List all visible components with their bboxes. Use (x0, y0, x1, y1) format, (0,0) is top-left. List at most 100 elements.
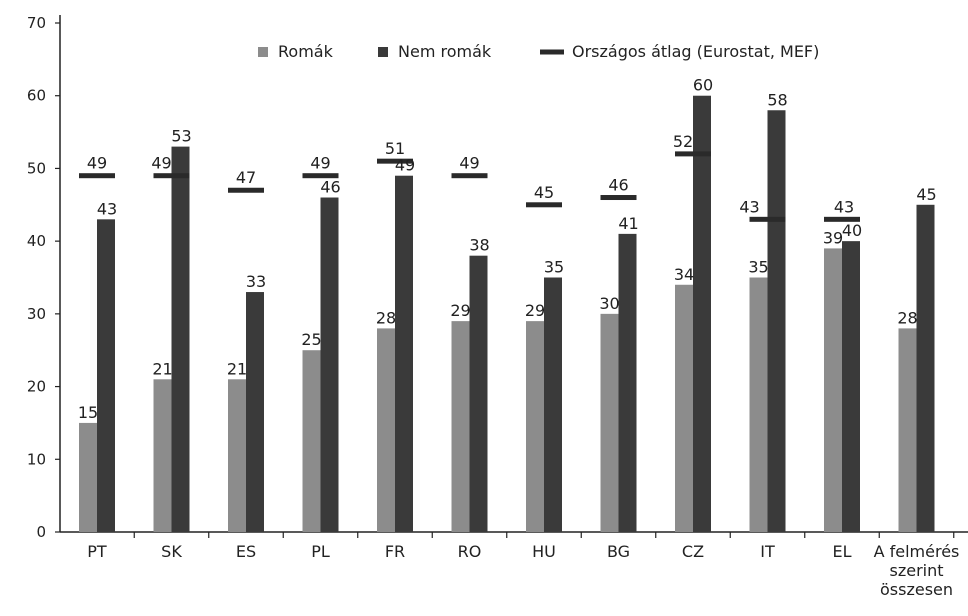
average-marker (153, 173, 190, 179)
data-label-non-roma: 60 (693, 76, 713, 95)
data-label-roma: 29 (525, 301, 545, 320)
data-label-average: 47 (236, 168, 256, 187)
data-label-non-roma: 46 (320, 178, 340, 197)
legend-swatch (258, 47, 268, 57)
bar-roma (153, 379, 172, 532)
bar-roma (228, 379, 246, 532)
y-tick-label: 70 (27, 14, 46, 32)
data-label-non-roma: 33 (246, 272, 266, 291)
x-tick-label: SK (161, 542, 182, 561)
x-tick-label: HU (532, 542, 556, 561)
x-tick-label: szerint (889, 561, 943, 580)
data-label-non-roma: 53 (171, 127, 191, 146)
x-tick-label: IT (760, 542, 775, 561)
y-tick-label: 10 (27, 450, 46, 468)
bar-non-roma (842, 241, 860, 532)
bar-non-roma (395, 175, 413, 532)
average-marker (749, 216, 786, 222)
data-label-roma: 25 (301, 330, 321, 349)
bar-non-roma (916, 204, 935, 533)
data-label-non-roma: 35 (544, 258, 564, 277)
y-tick-label: 60 (27, 87, 46, 105)
bar-non-roma (544, 277, 562, 532)
average-marker (79, 173, 115, 179)
bar-roma (79, 422, 97, 532)
data-label-roma: 28 (897, 308, 917, 327)
data-label-roma: 29 (450, 301, 470, 320)
x-tick-label: BG (607, 542, 630, 561)
data-label-roma: 35 (748, 258, 768, 277)
x-tick-label: összesen (880, 580, 953, 599)
data-label-roma: 39 (823, 228, 843, 247)
y-tick-label: 40 (27, 232, 46, 250)
data-label-roma: 30 (599, 294, 619, 313)
data-label-roma: 21 (152, 359, 172, 378)
x-tick-label: EL (832, 542, 851, 561)
bar-roma (600, 313, 619, 532)
average-marker (302, 173, 339, 179)
bar-roma (749, 277, 768, 532)
bar-roma (675, 284, 693, 532)
bar-roma (526, 321, 544, 532)
average-marker (824, 216, 860, 222)
bar-roma (824, 248, 842, 532)
x-tick-label: ES (236, 542, 256, 561)
data-label-non-roma: 43 (97, 199, 117, 218)
data-label-average: 52 (673, 132, 693, 151)
y-tick-label: 20 (27, 378, 46, 396)
x-tick-label: CZ (682, 542, 704, 561)
data-label-roma: 15 (78, 403, 98, 422)
y-tick-label: 50 (27, 159, 46, 177)
legend-label: Nem romák (398, 42, 492, 61)
data-label-average: 49 (459, 154, 479, 173)
y-tick-label: 0 (36, 523, 46, 541)
bar-roma (451, 321, 470, 532)
data-label-non-roma: 45 (916, 185, 936, 204)
average-marker (675, 151, 711, 157)
bar-non-roma (767, 110, 786, 532)
bar-roma (302, 350, 321, 532)
data-label-average: 51 (385, 139, 405, 158)
data-label-non-roma: 41 (618, 214, 638, 233)
legend-label: Romák (278, 42, 334, 61)
bar-roma (377, 328, 395, 532)
average-marker (600, 195, 637, 201)
bar-non-roma (618, 233, 637, 532)
data-label-average: 49 (310, 154, 330, 173)
x-tick-label: A felmérés (874, 542, 960, 561)
x-tick-label: PT (87, 542, 107, 561)
bar-non-roma (246, 292, 264, 532)
bar-non-roma (320, 197, 339, 532)
data-label-average: 45 (534, 183, 554, 202)
bar-non-roma (171, 146, 190, 532)
data-label-average: 43 (834, 197, 854, 216)
data-label-average: 49 (151, 154, 171, 173)
bar-non-roma (469, 255, 488, 532)
data-label-roma: 21 (227, 359, 247, 378)
legend-label: Országos átlag (Eurostat, MEF) (572, 42, 819, 61)
x-tick-label: RO (458, 542, 482, 561)
data-label-roma: 28 (376, 308, 396, 327)
bar-non-roma (693, 95, 711, 532)
data-label-average: 49 (87, 154, 107, 173)
average-marker (526, 202, 562, 208)
data-label-non-roma: 40 (842, 221, 862, 240)
bar-roma (898, 328, 917, 532)
average-marker (377, 158, 413, 164)
x-tick-label: PL (311, 542, 330, 561)
average-marker (228, 187, 264, 193)
data-label-roma: 34 (674, 265, 694, 284)
data-label-non-roma: 58 (767, 90, 787, 109)
data-label-average: 46 (608, 176, 628, 195)
x-tick-label: FR (385, 542, 405, 561)
data-label-non-roma: 38 (469, 236, 489, 255)
average-marker (451, 173, 488, 179)
data-label-non-roma: 49 (395, 156, 415, 175)
data-label-average: 43 (739, 197, 759, 216)
legend-swatch (378, 47, 388, 57)
legend-swatch (540, 49, 564, 55)
bar-non-roma (97, 219, 115, 533)
y-tick-label: 30 (27, 305, 46, 323)
